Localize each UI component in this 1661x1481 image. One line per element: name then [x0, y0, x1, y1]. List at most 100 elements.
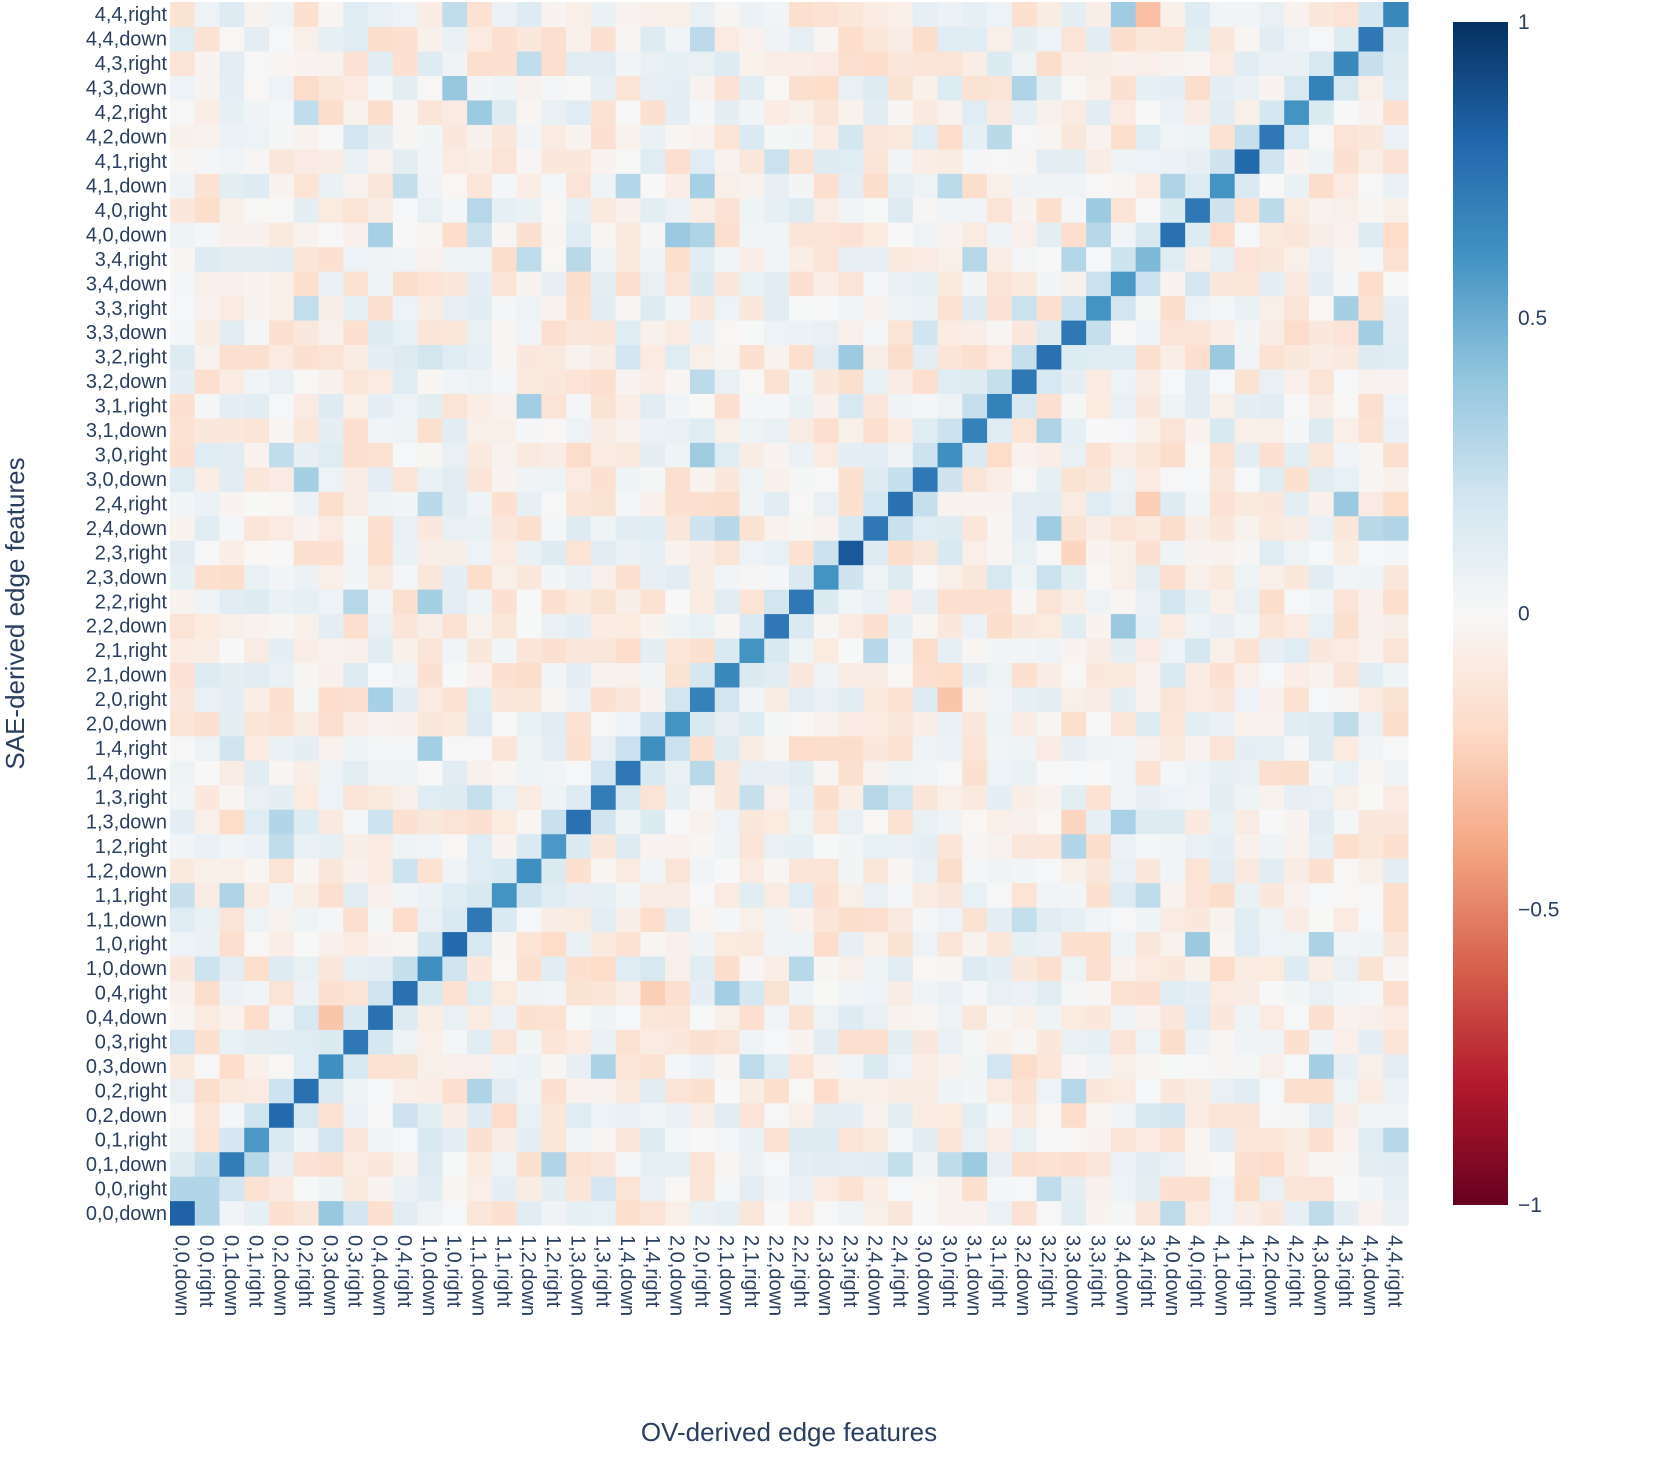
heatmap-cell: [1135, 955, 1161, 981]
heatmap-cell: [1061, 784, 1087, 810]
heatmap-cell: [219, 735, 245, 761]
heatmap-cell: [541, 173, 567, 199]
heatmap-cell: [1110, 417, 1137, 443]
heatmap-cell: [1160, 26, 1186, 52]
heatmap-cell: [194, 491, 221, 517]
heatmap-cell: [170, 1151, 196, 1177]
heatmap-cell: [1110, 99, 1137, 125]
heatmap-cell: [764, 735, 790, 761]
heatmap-cell: [888, 809, 914, 835]
heatmap-cell: [739, 735, 765, 761]
heatmap-cell: [640, 295, 666, 321]
heatmap-cell: [615, 735, 642, 761]
y-tick-label: 1,4,down: [86, 763, 167, 785]
heatmap-cell: [912, 1029, 939, 1055]
heatmap-cell: [863, 589, 889, 615]
heatmap-cell: [1086, 540, 1112, 566]
heatmap-cell: [863, 1151, 889, 1177]
heatmap-cell: [541, 1200, 567, 1226]
heatmap-cell: [615, 711, 642, 737]
heatmap-cell: [368, 148, 394, 174]
heatmap-cell: [194, 858, 221, 884]
heatmap-cell: [467, 564, 493, 590]
heatmap-cell: [194, 417, 221, 443]
heatmap-cell: [194, 246, 221, 272]
heatmap-cell: [467, 1078, 493, 1104]
heatmap-cell: [516, 442, 542, 468]
heatmap-cell: [912, 540, 939, 566]
heatmap-cell: [1358, 148, 1384, 174]
heatmap-cell: [541, 1029, 567, 1055]
heatmap-cell: [1135, 858, 1161, 884]
heatmap-cell: [1185, 1078, 1211, 1104]
heatmap-cell: [838, 26, 864, 52]
heatmap-cell: [789, 442, 815, 468]
heatmap-cell: [1358, 246, 1384, 272]
x-tick-label: 0,0,down: [170, 1235, 192, 1316]
heatmap-cell: [1135, 589, 1161, 615]
heatmap-cell: [1333, 662, 1360, 688]
heatmap-cell: [318, 246, 344, 272]
heatmap-cell: [689, 491, 716, 517]
heatmap-cell: [1333, 1102, 1360, 1128]
y-tick-label: 0,3,right: [95, 1032, 168, 1054]
heatmap-cell: [467, 75, 493, 101]
heatmap-cell: [1358, 1078, 1384, 1104]
heatmap-cell: [1110, 222, 1137, 248]
heatmap-cell: [1284, 491, 1310, 517]
heatmap-cell: [541, 564, 567, 590]
heatmap-cell: [1358, 1200, 1384, 1226]
heatmap-cell: [1234, 1102, 1261, 1128]
heatmap-cell: [1209, 466, 1236, 492]
heatmap-cell: [219, 1176, 245, 1202]
heatmap-cell: [1333, 50, 1360, 76]
heatmap-cell: [1284, 1102, 1310, 1128]
heatmap-cell: [962, 148, 988, 174]
heatmap-cell: [739, 980, 765, 1006]
heatmap-cell: [516, 295, 542, 321]
heatmap-cell: [962, 2, 988, 28]
heatmap-cell: [392, 222, 419, 248]
heatmap-cell: [689, 2, 716, 28]
x-tick-label: 4,1,right: [1235, 1235, 1257, 1308]
heatmap-cell: [689, 858, 716, 884]
heatmap-cell: [1259, 1078, 1285, 1104]
heatmap-cell: [417, 246, 443, 272]
heatmap-cell: [739, 466, 765, 492]
heatmap-cell: [1209, 246, 1236, 272]
heatmap-cell: [1383, 197, 1409, 223]
heatmap-cell: [615, 907, 642, 933]
heatmap-cell: [392, 784, 419, 810]
heatmap-cell: [1284, 540, 1310, 566]
y-tick-label: 0,1,right: [95, 1129, 168, 1151]
heatmap-cell: [1135, 980, 1161, 1006]
x-tick-label: 0,2,right: [294, 1235, 316, 1308]
heatmap-cell: [491, 858, 518, 884]
heatmap-cell: [714, 931, 741, 957]
heatmap-cell: [170, 246, 196, 272]
heatmap-cell: [1234, 931, 1261, 957]
heatmap-cell: [417, 368, 443, 394]
heatmap-cell: [244, 833, 270, 859]
heatmap-cell: [170, 760, 196, 786]
heatmap-cell: [293, 1200, 320, 1226]
heatmap-cell: [541, 271, 567, 297]
heatmap-cell: [888, 662, 914, 688]
heatmap-cell: [1308, 246, 1335, 272]
heatmap-cell: [244, 442, 270, 468]
heatmap-cell: [1209, 931, 1236, 957]
heatmap-cell: [194, 442, 221, 468]
heatmap-cell: [888, 2, 914, 28]
heatmap-cell: [813, 686, 840, 712]
heatmap-cell: [516, 75, 542, 101]
heatmap-cell: [566, 26, 592, 52]
heatmap-cell: [1383, 564, 1409, 590]
heatmap-cell: [1383, 931, 1409, 957]
heatmap-cell: [962, 1176, 988, 1202]
heatmap-cell: [739, 858, 765, 884]
heatmap-cell: [491, 955, 518, 981]
heatmap-cell: [962, 564, 988, 590]
heatmap-cell: [1333, 1176, 1360, 1202]
heatmap-cell: [1086, 784, 1112, 810]
heatmap-cell: [269, 442, 295, 468]
